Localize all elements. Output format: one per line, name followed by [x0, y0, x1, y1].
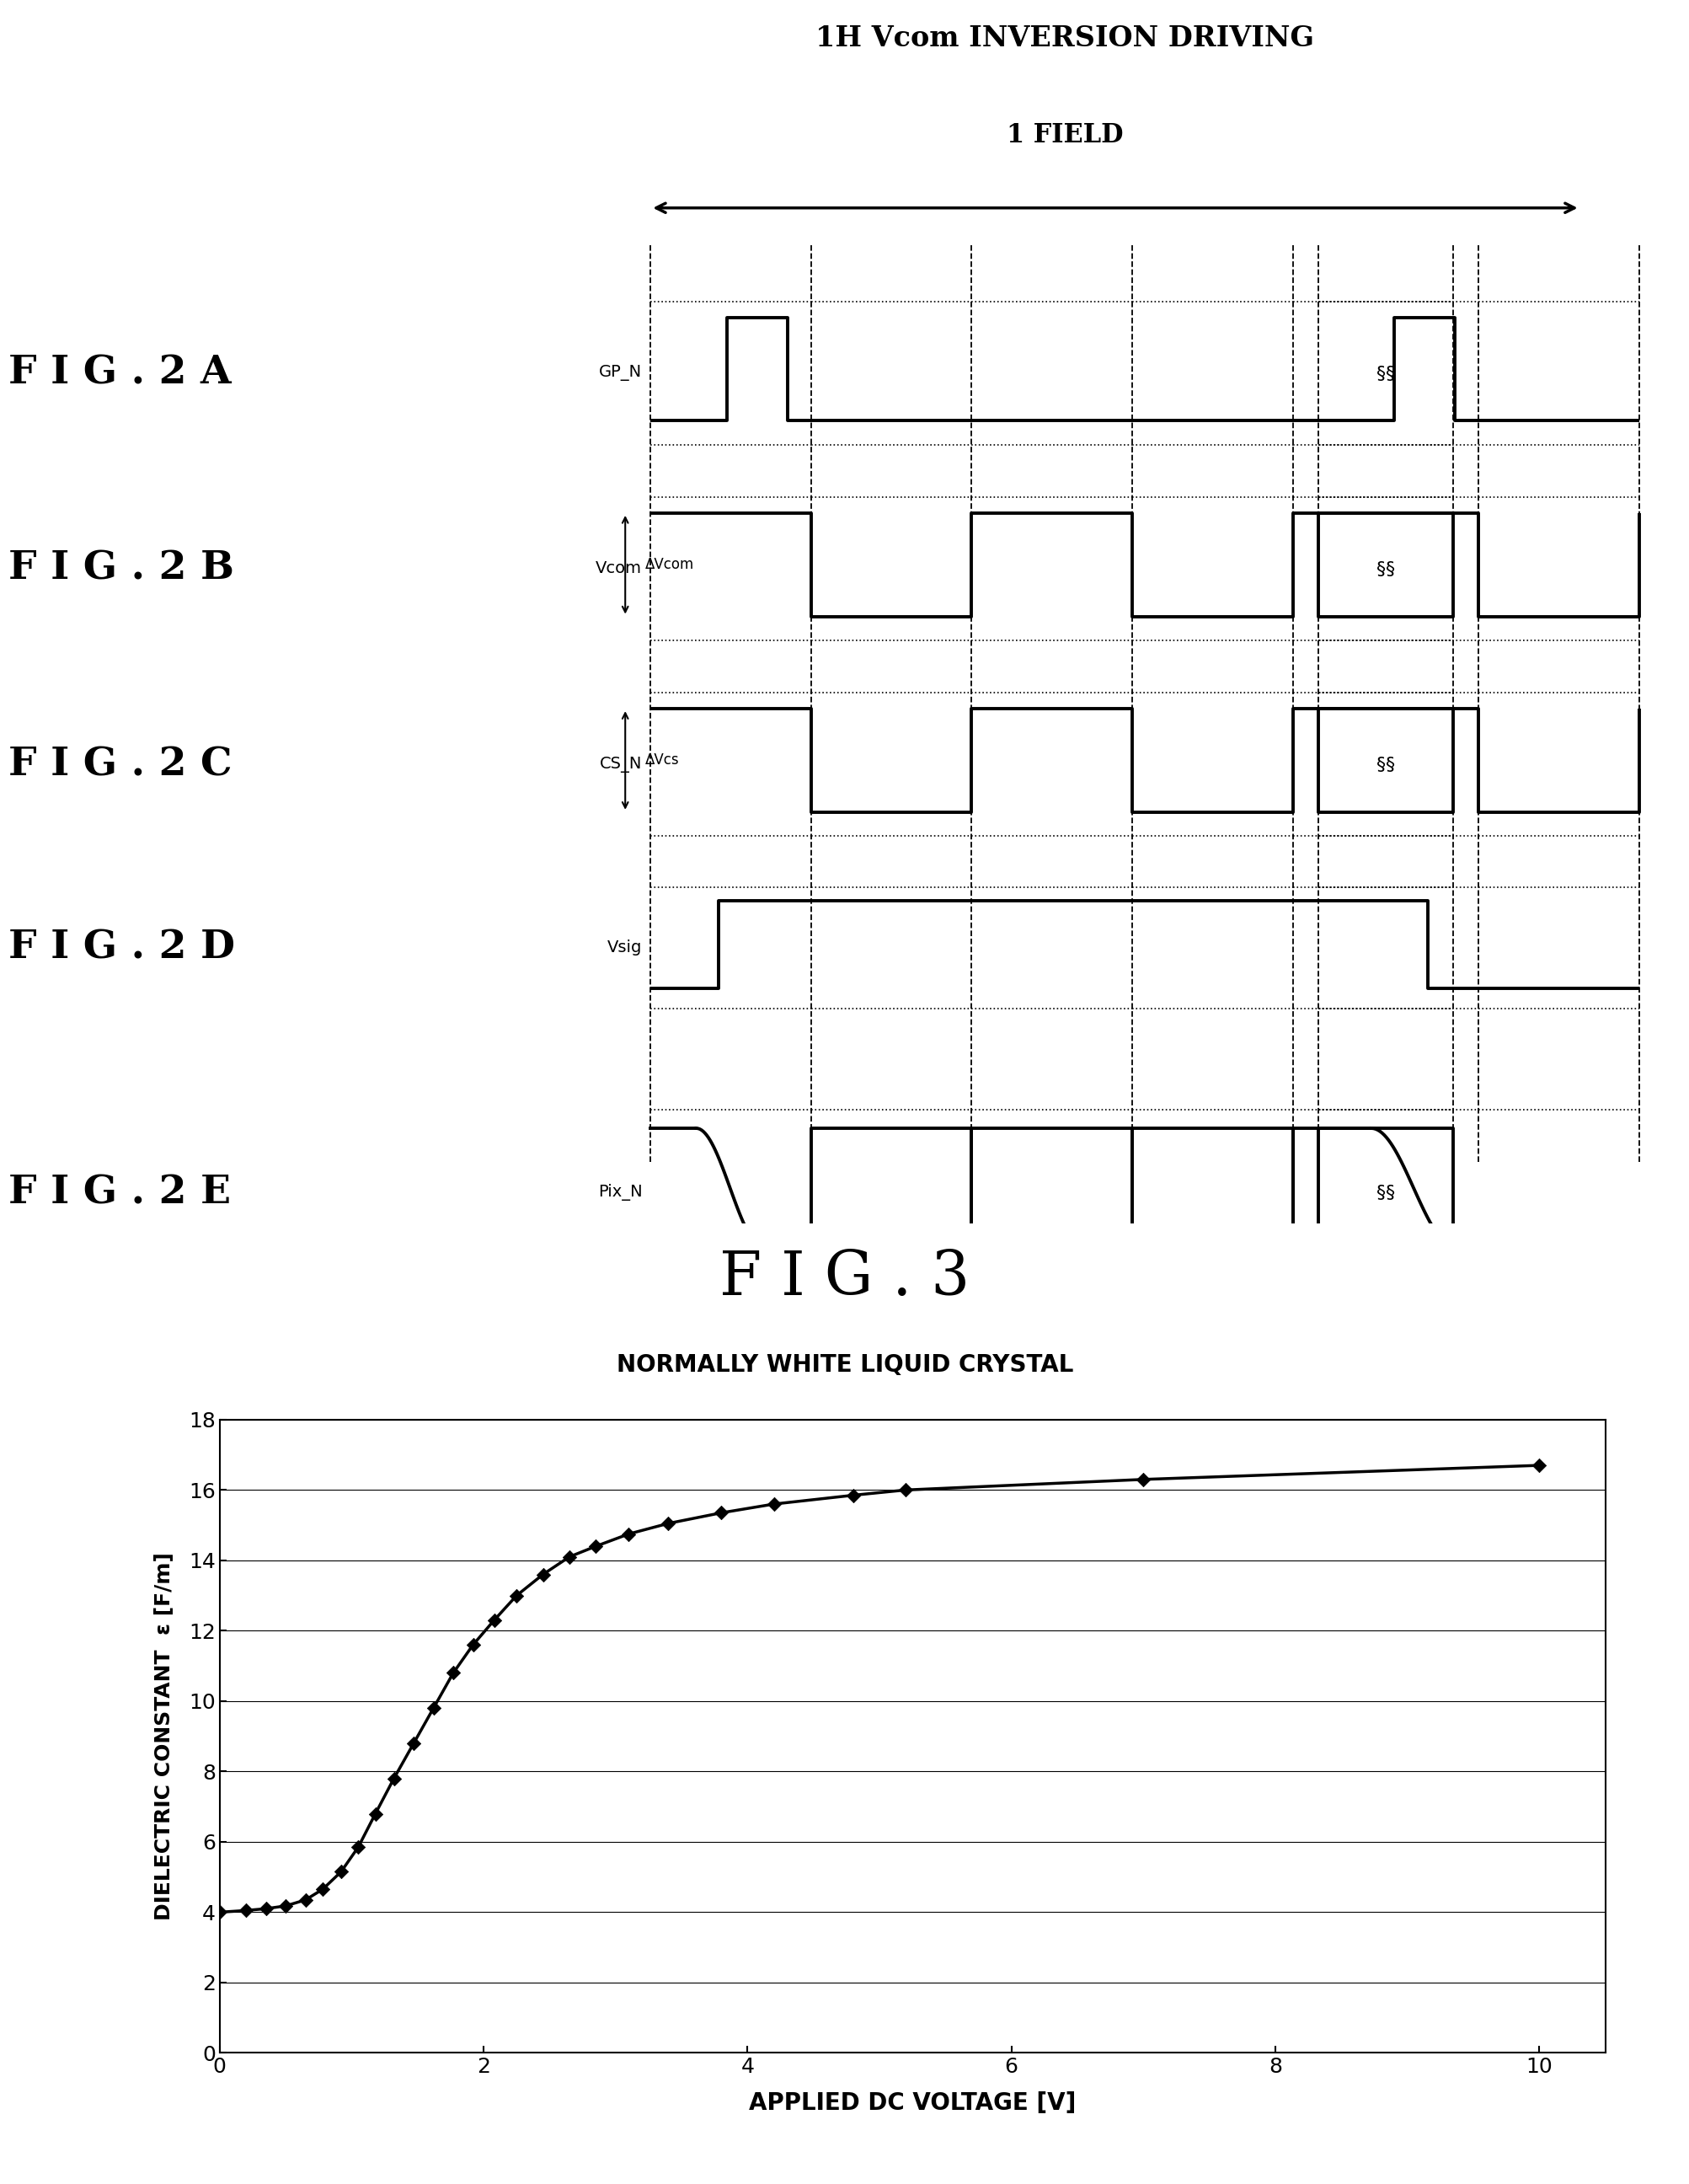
- Point: [839, 1479, 866, 1514]
- Text: $\S\S$: $\S\S$: [1375, 756, 1395, 773]
- Point: [480, 1603, 507, 1638]
- Text: Vcom: Vcom: [596, 561, 642, 577]
- Point: [529, 1557, 556, 1592]
- Point: [206, 1896, 233, 1931]
- Point: [252, 1891, 279, 1926]
- Text: ΔVcs: ΔVcs: [645, 753, 679, 769]
- Text: 1H Vcom INVERSION DRIVING: 1H Vcom INVERSION DRIVING: [814, 24, 1314, 52]
- Point: [361, 1795, 388, 1830]
- Point: [272, 1889, 299, 1924]
- Point: [556, 1540, 583, 1575]
- Point: [892, 1472, 919, 1507]
- Point: [583, 1529, 610, 1564]
- Text: F I G . 2 B: F I G . 2 B: [8, 550, 235, 587]
- Text: $\S\S$: $\S\S$: [1375, 1184, 1395, 1201]
- Point: [503, 1579, 530, 1614]
- Y-axis label: DIELECTRIC CONSTANT  ε [F/m]: DIELECTRIC CONSTANT ε [F/m]: [154, 1553, 174, 1920]
- Point: [1525, 1448, 1552, 1483]
- Point: [760, 1487, 787, 1522]
- Text: $\S\S$: $\S\S$: [1375, 559, 1395, 579]
- Point: [1130, 1461, 1157, 1496]
- Text: ΔVcom: ΔVcom: [645, 557, 694, 572]
- Point: [400, 1725, 427, 1760]
- Text: Vsig: Vsig: [606, 939, 642, 957]
- Point: [328, 1854, 355, 1889]
- Point: [233, 1894, 260, 1928]
- Point: [292, 1883, 319, 1918]
- Point: [459, 1627, 486, 1662]
- Point: [655, 1507, 682, 1542]
- Point: [421, 1690, 448, 1725]
- Point: [615, 1516, 642, 1551]
- Text: F I G . 2 C: F I G . 2 C: [8, 745, 231, 784]
- Text: F I G . 3: F I G . 3: [720, 1247, 969, 1308]
- Text: F I G . 2 D: F I G . 2 D: [8, 928, 235, 968]
- Point: [708, 1496, 735, 1531]
- Point: [345, 1830, 372, 1865]
- Point: [439, 1655, 466, 1690]
- Text: Pix_N: Pix_N: [598, 1184, 642, 1201]
- Text: $\S\S$: $\S\S$: [1375, 365, 1395, 382]
- Point: [380, 1760, 407, 1795]
- X-axis label: APPLIED DC VOLTAGE [V]: APPLIED DC VOLTAGE [V]: [748, 2092, 1076, 2114]
- Point: [309, 1872, 336, 1907]
- Text: CS_N: CS_N: [600, 756, 642, 773]
- Text: NORMALLY WHITE LIQUID CRYSTAL: NORMALLY WHITE LIQUID CRYSTAL: [616, 1354, 1073, 1376]
- Text: F I G . 2 E: F I G . 2 E: [8, 1173, 231, 1212]
- Text: GP_N: GP_N: [600, 365, 642, 380]
- Text: F I G . 2 A: F I G . 2 A: [8, 354, 231, 393]
- Text: 1 FIELD: 1 FIELD: [1005, 122, 1123, 149]
